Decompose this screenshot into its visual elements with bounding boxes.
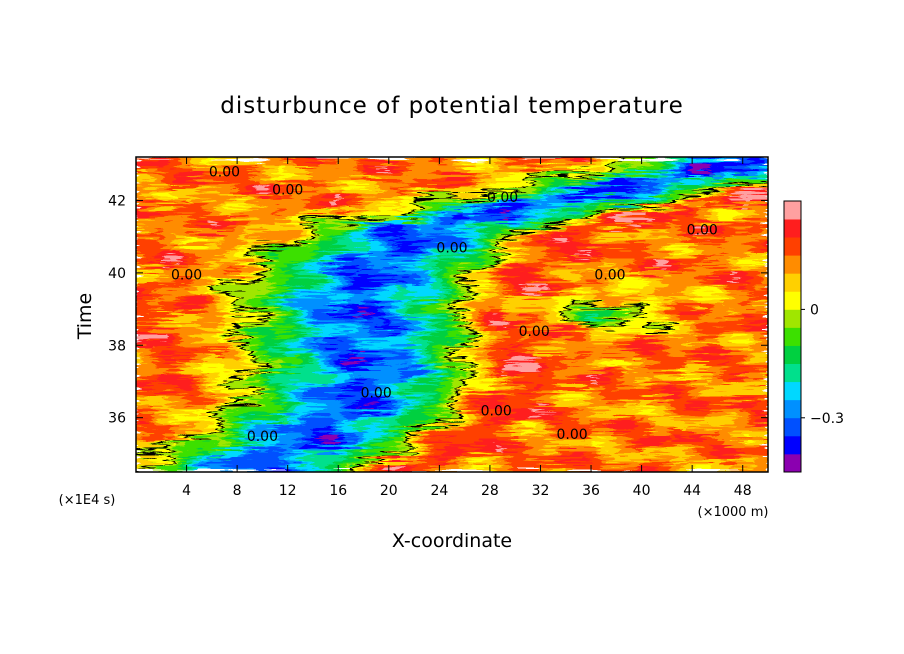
colorbar [783, 200, 802, 473]
contour-label: 0.00 [171, 268, 202, 284]
zero-contour-lines [136, 157, 768, 472]
contour-label: 0.00 [594, 268, 625, 284]
x-tick-label: 20 [380, 483, 398, 499]
x-tick-label: 12 [279, 483, 297, 499]
x-tick-label: 8 [233, 483, 242, 499]
x-tick-label: 4 [182, 483, 191, 499]
colorbar-swatch [784, 309, 801, 328]
colorbar-swatch [784, 381, 801, 401]
y-tick-label: 38 [108, 338, 126, 354]
contour-label: 0.00 [487, 190, 518, 206]
contour-label: 0.00 [687, 222, 718, 238]
colorbar-swatch [784, 219, 801, 238]
y-tick-label: 42 [108, 193, 126, 209]
colorbar-swatch [784, 435, 801, 455]
x-tick-label: 32 [532, 483, 550, 499]
y-tick-label: 40 [108, 266, 126, 282]
colorbar-ticks: 0 −0.3 [801, 302, 844, 427]
contour-label: 0.00 [481, 403, 512, 419]
colorbar-tick-label: −0.3 [810, 411, 844, 427]
colorbar-swatch [784, 255, 801, 274]
x-tick-label: 16 [329, 483, 347, 499]
y-axis-ticks: 36 38 40 42 [108, 193, 768, 427]
contour-labels: 0.00 0.00 0.00 0.00 0.00 0.00 0.00 0.00 0.00 0.00… [171, 164, 718, 444]
x-axis-ticks: 4 8 12 16 20 24 28 32 36 40 44 48 [182, 157, 752, 499]
x-axis-label: X-coordinate [392, 530, 512, 552]
contour-label: 0.00 [361, 385, 392, 401]
colorbar-swatch [784, 363, 801, 383]
x-unit-label: (×1000 m) [698, 505, 769, 520]
colorbar-swatch [784, 417, 801, 437]
colorbar-swatch [784, 237, 801, 256]
y-unit-label: (×1E4 s) [59, 493, 116, 508]
y-tick-label: 36 [108, 411, 126, 427]
contour-field [136, 157, 768, 472]
contour-label: 0.00 [209, 164, 240, 180]
colorbar-swatch [784, 399, 801, 419]
colorbar-swatch [784, 345, 801, 364]
x-tick-label: 36 [582, 483, 600, 499]
contour-label: 0.00 [272, 183, 303, 199]
x-tick-label: 40 [633, 483, 651, 499]
y-axis-label: Time [74, 293, 96, 341]
x-tick-label: 48 [734, 483, 752, 499]
colorbar-frame [783, 200, 802, 473]
colorbar-tick-label: 0 [810, 302, 819, 318]
x-tick-label: 28 [481, 483, 499, 499]
colorbar-swatch [784, 201, 801, 220]
contour-label: 0.00 [436, 241, 467, 257]
chart-title: disturbunce of potential temperature [220, 93, 684, 119]
x-tick-label: 24 [430, 483, 448, 499]
colorbar-swatch [784, 273, 801, 292]
plot-area: 0.00 0.00 0.00 0.00 0.00 0.00 0.00 0.00 0.00 0.00… [136, 157, 768, 472]
colorbar-swatch [784, 327, 801, 346]
contour-label: 0.00 [556, 427, 587, 443]
contour-label: 0.00 [519, 324, 550, 340]
contour-label: 0.00 [247, 429, 278, 445]
zero-contour [136, 157, 768, 472]
plot-frame [135, 156, 769, 473]
colorbar-swatch [784, 291, 801, 310]
colorbar-swatch [784, 453, 801, 473]
x-tick-label: 44 [683, 483, 701, 499]
